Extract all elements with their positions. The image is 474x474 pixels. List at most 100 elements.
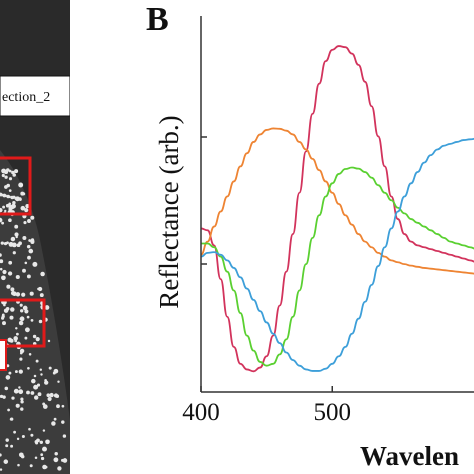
cell-dot: [4, 185, 8, 189]
cell-dot: [12, 173, 16, 177]
cell-dot: [20, 400, 24, 404]
cell-dot: [34, 395, 39, 400]
cell-dot: [7, 271, 13, 276]
cell-dot: [0, 259, 4, 264]
cell-dot: [9, 315, 14, 320]
cell-dot: [27, 255, 31, 260]
cell-dot: [53, 393, 59, 398]
roi-box-2: [0, 298, 46, 348]
cell-dot: [0, 253, 2, 257]
cell-dot: [11, 236, 15, 241]
x-tick-label: 400: [182, 399, 220, 426]
cell-dot: [20, 397, 24, 401]
cell-dot: [10, 287, 15, 292]
cell-dot: [19, 357, 23, 361]
cell-dot: [12, 251, 16, 255]
cell-dot: [5, 306, 10, 311]
cell-dot: [29, 291, 34, 296]
cell-dot: [39, 368, 43, 371]
cell-dot: [51, 421, 56, 426]
x-ticks: 400 500: [182, 386, 351, 426]
cell-dot: [39, 293, 44, 298]
cell-dot: [19, 303, 23, 307]
cell-dot: [34, 456, 38, 460]
cell-dot: [13, 430, 16, 434]
cell-dot: [26, 244, 31, 249]
cell-dot: [0, 468, 3, 471]
series-line-blue: [201, 137, 474, 372]
cell-dot: [30, 433, 34, 437]
cell-dot: [2, 395, 6, 399]
cell-dot: [8, 207, 13, 211]
cell-dot: [36, 438, 40, 443]
cell-dot: [10, 417, 14, 421]
cell-dot: [37, 286, 43, 292]
cell-dot: [18, 389, 24, 395]
series-line-green: [201, 166, 474, 367]
cell-dot: [7, 337, 13, 343]
cell-dot: [13, 388, 19, 394]
cell-dot: [53, 417, 57, 421]
cell-dot: [15, 196, 20, 202]
cell-dot: [0, 394, 4, 399]
cell-dot: [30, 319, 34, 322]
cell-dot: [22, 305, 28, 311]
cell-dot: [16, 243, 21, 248]
cell-dot: [14, 224, 19, 229]
y-axis-title: Reflectance (arb.): [154, 115, 184, 308]
cell-dot: [30, 215, 35, 220]
cell-dot: [42, 446, 47, 452]
cell-dot: [32, 261, 38, 267]
cell-dot: [4, 386, 9, 391]
cell-dot: [21, 434, 25, 439]
cell-dot: [39, 440, 44, 445]
cell-dot: [44, 465, 48, 469]
cell-dot: [0, 241, 4, 245]
cell-dot: [1, 168, 7, 174]
cell-dot: [57, 380, 60, 383]
cell-dot: [20, 317, 25, 322]
cell-dot: [36, 383, 41, 387]
cell-dot: [15, 292, 21, 297]
cell-dot: [37, 392, 42, 397]
cell-dot: [35, 441, 39, 445]
cell-dot: [18, 197, 22, 201]
cell-dot: [22, 236, 27, 240]
cell-dot: [26, 390, 30, 395]
cell-dot: [8, 177, 13, 181]
cell-dot: [18, 386, 21, 389]
cell-dot: [0, 217, 3, 223]
cell-dot: [13, 336, 18, 341]
cell-dot: [42, 429, 46, 432]
cell-dot: [27, 219, 31, 223]
cell-dot: [44, 380, 49, 385]
x-axis-title: Wavelen: [360, 441, 459, 471]
cell-dot: [40, 453, 44, 457]
cell-dot: [14, 339, 18, 343]
cell-dot: [22, 268, 26, 273]
panel-b-letter: B: [146, 1, 169, 38]
cell-dot: [62, 434, 67, 438]
cell-dot: [24, 336, 28, 340]
cell-dot: [33, 374, 37, 378]
cell-dot: [61, 420, 65, 424]
cell-dot: [15, 327, 18, 330]
cell-dot: [40, 456, 45, 461]
cell-dot: [10, 307, 15, 312]
cell-dot: [6, 364, 10, 368]
cell-dot: [15, 403, 20, 408]
cell-dot: [2, 321, 6, 326]
cell-dot: [47, 339, 51, 343]
cell-dot: [35, 359, 39, 363]
cell-dot: [48, 366, 52, 370]
cell-dot: [40, 373, 43, 376]
series-group: [201, 45, 474, 373]
cell-dot: [10, 444, 14, 448]
cell-dot: [24, 261, 28, 265]
cell-dot: [42, 404, 48, 409]
cell-dot: [11, 396, 15, 400]
cell-dot: [28, 248, 34, 254]
cell-dot: [7, 408, 10, 412]
cell-dot: [12, 196, 15, 200]
cell-dot: [30, 239, 35, 245]
